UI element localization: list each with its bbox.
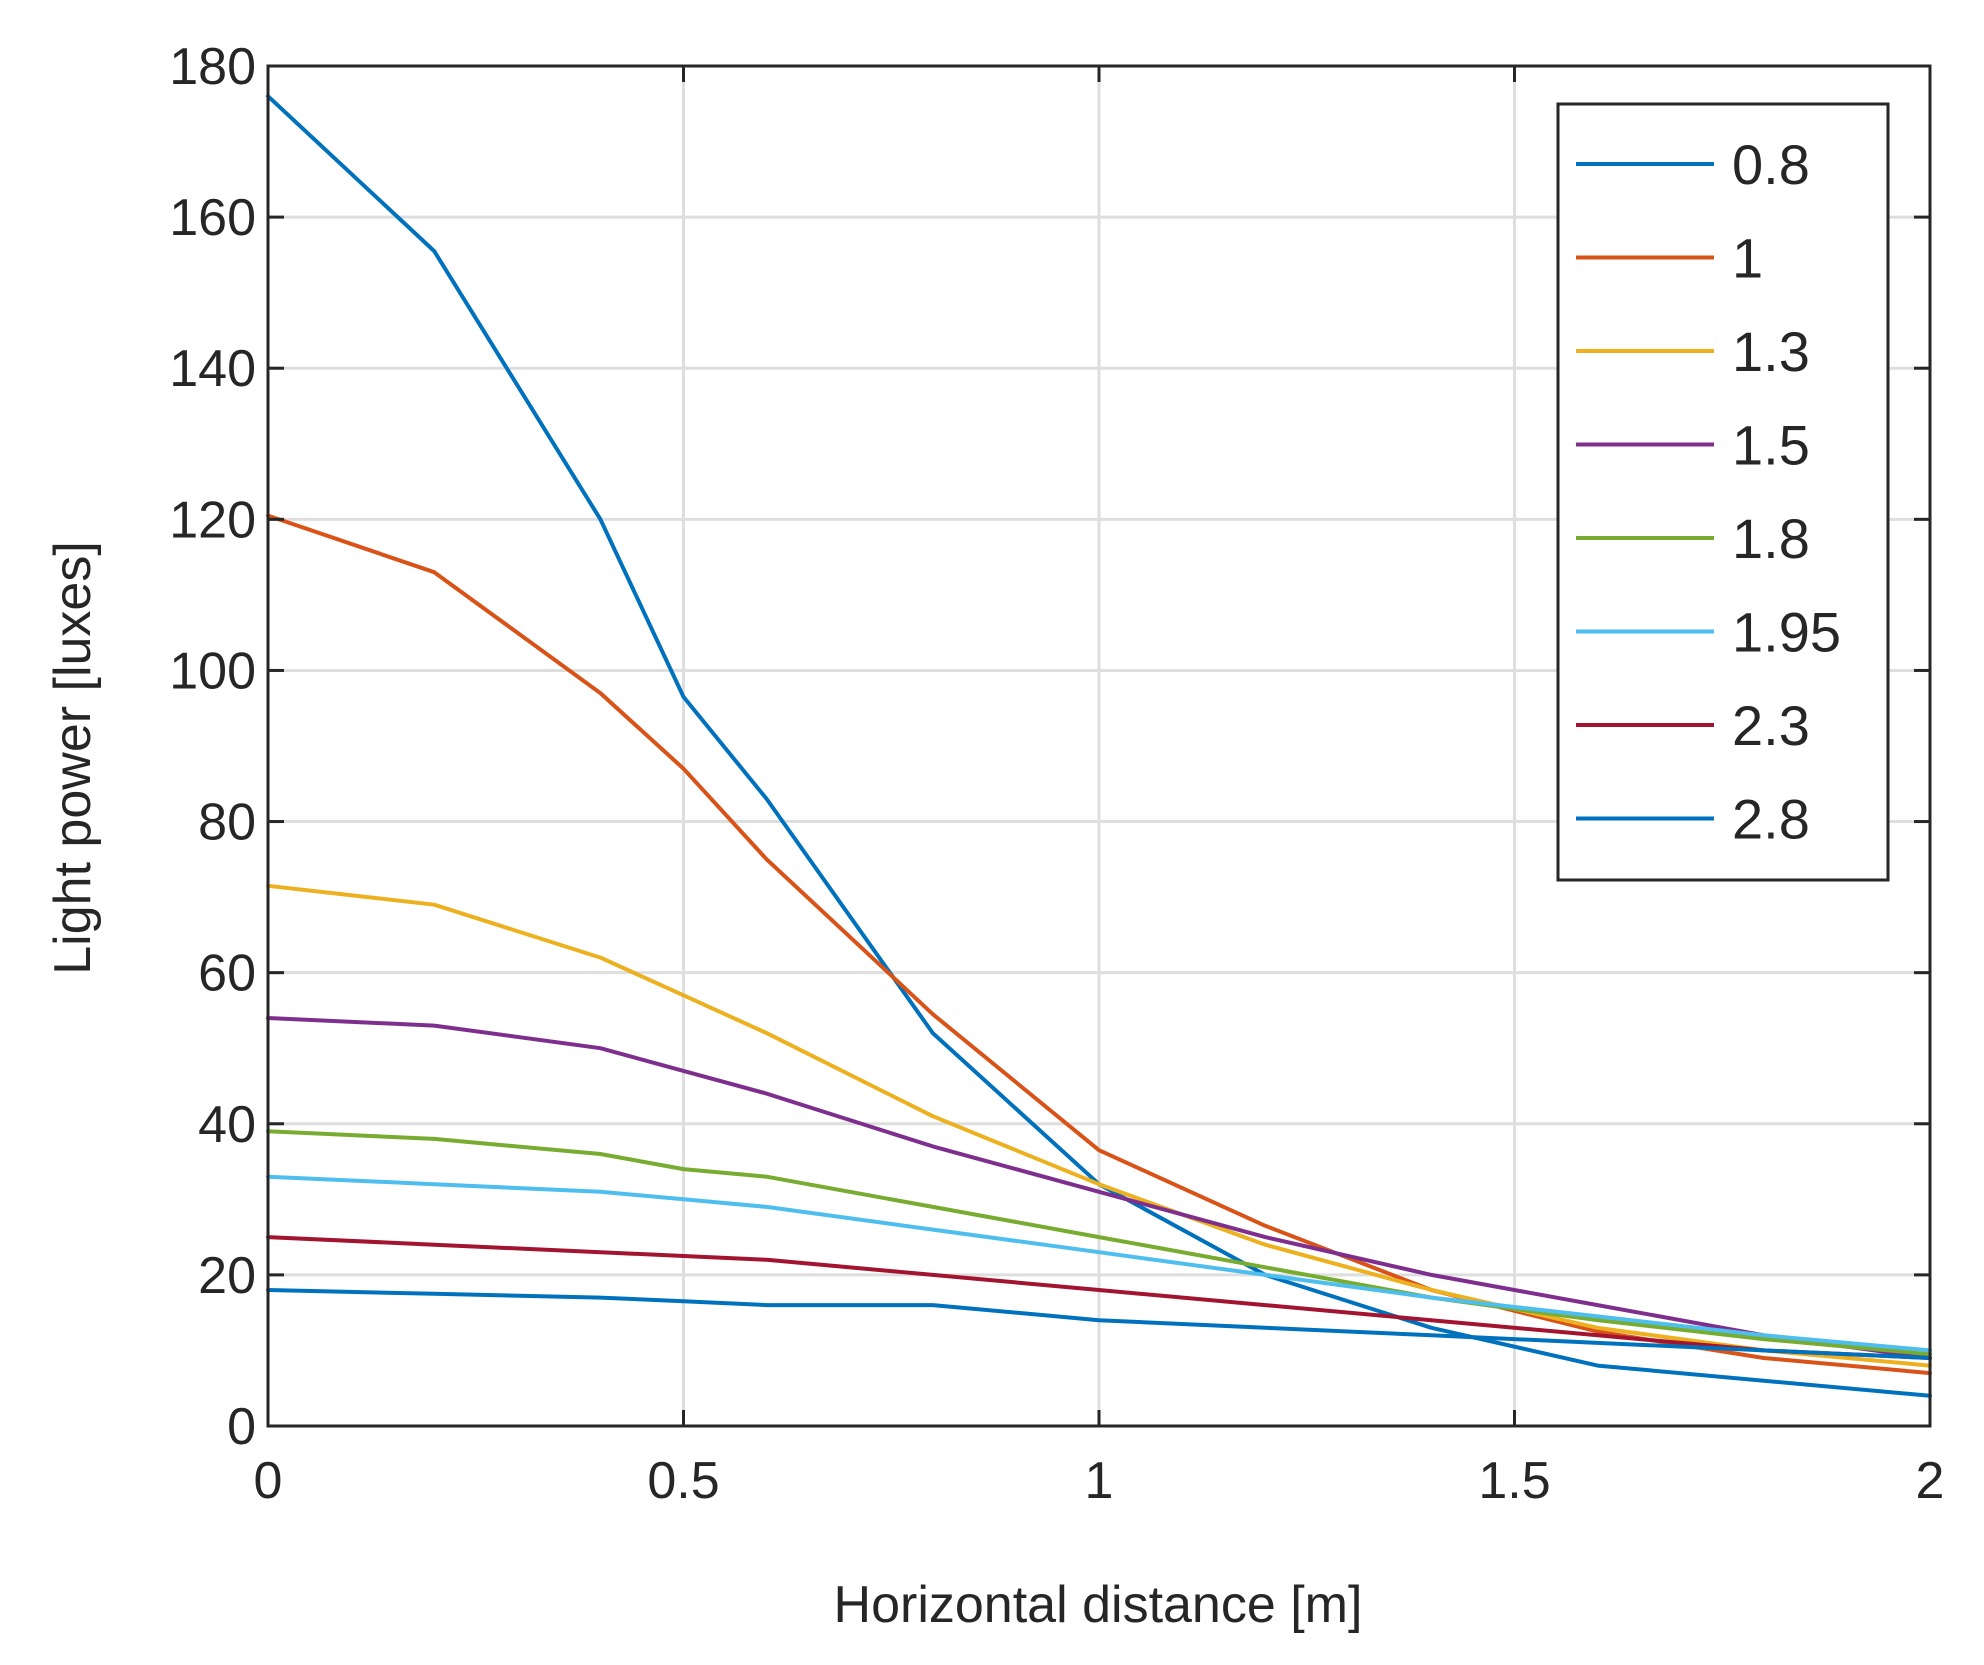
x-tick-label: 0.5 [647, 1452, 719, 1510]
series-line-1.3 [266, 883, 1932, 1368]
x-tick-label: 1.5 [1478, 1452, 1550, 1510]
x-axis-label: Horizontal distance [m] [834, 1576, 1363, 1634]
y-tick-label: 100 [169, 642, 256, 700]
y-tick-label: 160 [169, 189, 256, 247]
legend-label: 1.8 [1732, 507, 1810, 570]
legend-label: 2.3 [1732, 694, 1810, 757]
series-line-2.8 [266, 1288, 1932, 1360]
legend-label: 2.8 [1732, 788, 1810, 851]
legend-box [1556, 102, 1890, 882]
y-tick-label: 0 [227, 1398, 256, 1456]
series-line-1.95 [266, 1174, 1932, 1353]
series-line-1.5 [266, 1016, 1932, 1360]
y-axis-label: Light power [luxes] [44, 541, 102, 975]
y-tick-label: 140 [169, 340, 256, 398]
x-tick-label: 0 [254, 1452, 283, 1510]
x-tick-label: 2 [1916, 1452, 1945, 1510]
legend-label: 1.95 [1732, 601, 1841, 664]
y-tick-label: 120 [169, 491, 256, 549]
y-tick-label: 180 [169, 38, 256, 96]
series-line-2.3 [266, 1235, 1932, 1360]
y-tick-label: 40 [198, 1096, 256, 1154]
y-tick-label: 20 [198, 1247, 256, 1305]
series-line-1.8 [266, 1129, 1932, 1357]
x-tick-label: 1 [1085, 1452, 1114, 1510]
legend-label: 1.3 [1732, 320, 1810, 383]
y-tick-label: 60 [198, 945, 256, 1003]
legend-label: 1 [1732, 227, 1763, 290]
series-line-0.8 [266, 94, 1932, 1398]
y-tick-label: 80 [198, 794, 256, 852]
legend-label: 0.8 [1732, 133, 1810, 196]
legend-label: 1.5 [1732, 414, 1810, 477]
data-series [266, 94, 1932, 1398]
legend: 0.8 1 1.3 1.5 1.8 1.95 2.3 2.8 [1556, 102, 1890, 882]
